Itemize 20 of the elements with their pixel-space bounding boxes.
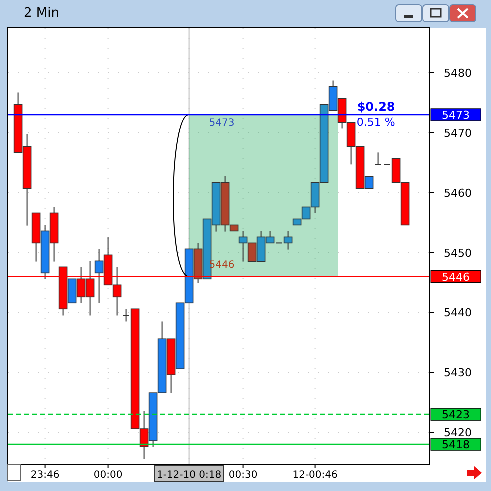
annotation: 5473 — [209, 118, 235, 129]
y-tick-label: 5470 — [444, 126, 472, 140]
y-tick-label: 5440 — [444, 306, 472, 320]
x-tick-label: 00:30 — [228, 470, 258, 481]
ref-line-label: 5418 — [442, 438, 470, 452]
chart-title: 2 Min — [24, 6, 60, 21]
y-tick-label: 5480 — [444, 66, 472, 80]
annotation: 0.51 % — [356, 116, 396, 129]
y-tick-label: 5430 — [444, 366, 472, 380]
x-tick-label: 1-12-10 0:18 — [156, 470, 222, 481]
annotation: $0.28 — [357, 100, 396, 114]
ref-line-label: 5446 — [442, 270, 470, 284]
y-tick-label: 5460 — [444, 186, 472, 200]
x-tick-label: 12-00:46 — [292, 470, 338, 481]
x-tick-label: 00:00 — [94, 470, 123, 481]
y-tick-label: 5420 — [444, 426, 472, 440]
ref-line-label: 5423 — [442, 408, 470, 422]
ref-line-label: 5473 — [442, 108, 470, 122]
y-tick-label: 5450 — [444, 246, 472, 260]
x-tick-label: 23:46 — [30, 470, 60, 481]
